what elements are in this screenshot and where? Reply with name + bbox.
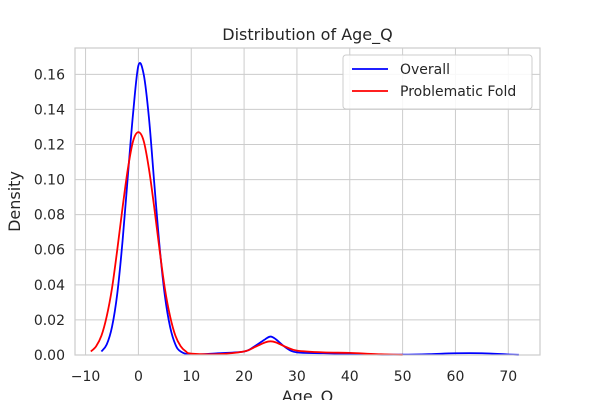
legend-box [342,54,533,110]
y-tick-label: 0.04 [34,278,65,294]
x-tick-label: 30 [288,369,306,385]
x-tick-label: 40 [341,369,359,385]
plot-frame [74,47,541,356]
legend-label-overall: Overall [400,62,450,78]
x-tick-label: 70 [499,369,517,385]
x-tick-label: 10 [182,369,200,385]
x-axis-title: Age_Q [282,387,334,400]
y-tick-label: 0.02 [34,313,65,329]
x-tick-label: 60 [447,369,465,385]
series-line-problematic-fold [90,131,403,356]
x-tick-label: 50 [394,369,412,385]
x-tick-label: 0 [134,369,143,385]
x-tick-label: −10 [71,369,101,385]
y-tick-label: 0.00 [34,348,65,364]
y-tick-label: 0.06 [34,243,65,259]
y-axis-title: Density [5,171,24,232]
y-ticks: 0.00 0.02 0.04 0.06 0.08 0.10 0.12 0.14 0.16 [34,67,65,364]
legend: Overall Problematic Fold [342,54,533,110]
x-tick-label: 20 [235,369,253,385]
x-ticks: −10 0 10 20 30 40 50 60 70 [71,369,517,385]
y-tick-label: 0.08 [34,208,65,224]
y-tick-label: 0.14 [34,102,65,118]
y-tick-label: 0.16 [34,67,65,83]
y-tick-label: 0.12 [34,137,65,153]
legend-label-problematic-fold: Problematic Fold [400,84,516,100]
chart-title: Distribution of Age_Q [222,25,392,45]
y-tick-label: 0.10 [34,173,65,189]
